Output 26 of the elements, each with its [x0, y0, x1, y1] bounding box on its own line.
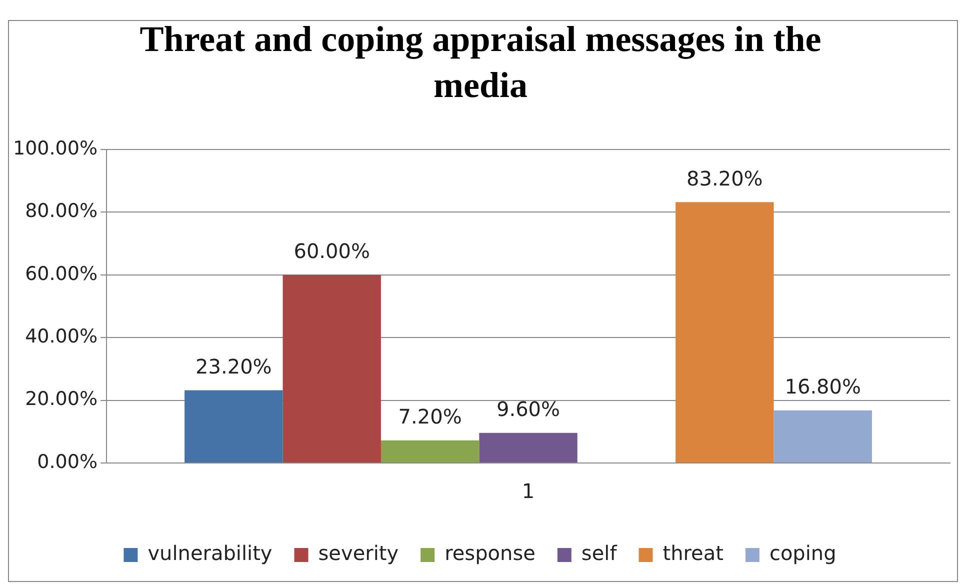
- bar: [676, 202, 774, 462]
- y-tick-label: 60.00%: [25, 262, 98, 285]
- bar: [282, 274, 381, 462]
- y-tick-label: 40.00%: [25, 325, 98, 348]
- bar: [380, 440, 480, 462]
- data-label: 7.20%: [398, 404, 462, 429]
- bar: [774, 410, 872, 462]
- legend-label: self: [581, 541, 618, 566]
- bar: [479, 432, 578, 462]
- y-tick-label: 0.00%: [37, 450, 98, 473]
- bar: [184, 390, 283, 462]
- legend-label: vulnerability: [148, 541, 272, 566]
- legend-label: response: [444, 541, 536, 566]
- data-label: 16.80%: [784, 374, 862, 399]
- legend-label: coping: [769, 541, 836, 566]
- y-tick-label: 20.00%: [25, 388, 98, 410]
- data-label: 60.00%: [294, 239, 370, 264]
- y-tick-label: 100.00%: [12, 137, 98, 160]
- legend-label: severity: [318, 541, 399, 566]
- y-tick-label: 80.00%: [25, 200, 98, 222]
- legend-label: threat: [662, 541, 724, 566]
- data-label: 23.20%: [196, 354, 272, 378]
- x-tick-label: 1: [522, 479, 535, 504]
- data-label: 83.20%: [686, 166, 763, 190]
- data-label: 9.60%: [496, 397, 560, 422]
- chart-title: Threat and coping appraisal messages in the media: [138, 18, 822, 107]
